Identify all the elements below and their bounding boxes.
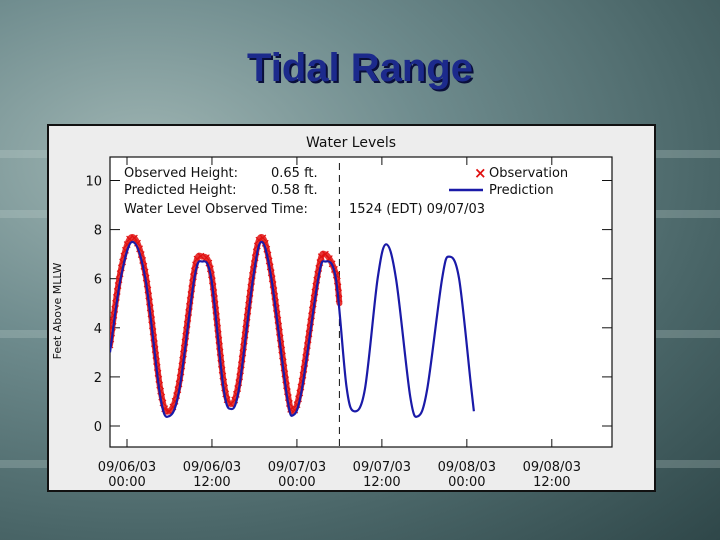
x-tick-time: 00:00 bbox=[108, 475, 145, 490]
x-axis-ticks: 09/06/0300:0009/06/0312:0009/07/0300:000… bbox=[98, 157, 581, 490]
slide-title: Tidal Range bbox=[247, 46, 473, 90]
x-tick-time: 00:00 bbox=[278, 475, 315, 490]
x-tick-date: 09/08/03 bbox=[438, 460, 496, 475]
observed-height-label: Observed Height: bbox=[124, 166, 238, 181]
observation-point bbox=[197, 252, 205, 260]
observed-time-label: Water Level Observed Time: bbox=[124, 202, 308, 217]
observation-point bbox=[202, 254, 210, 262]
y-axis-label: Feet Above MLLW bbox=[51, 263, 64, 360]
legend-prediction-label: Prediction bbox=[489, 183, 554, 198]
observed-time-value: 1524 (EDT) 09/07/03 bbox=[349, 202, 485, 217]
prediction-series-line bbox=[110, 240, 475, 418]
x-tick-date: 09/08/03 bbox=[523, 460, 581, 475]
water-levels-chart: Water Levels Feet Above MLLW Observed He… bbox=[51, 135, 613, 490]
series-layer bbox=[110, 234, 475, 418]
x-tick-time: 00:00 bbox=[448, 475, 485, 490]
predicted-height-value: 0.58 ft. bbox=[271, 183, 318, 198]
observation-point bbox=[130, 234, 138, 242]
x-tick-time: 12:00 bbox=[533, 475, 570, 490]
x-tick-date: 09/06/03 bbox=[183, 460, 241, 475]
y-tick-label: 2 bbox=[94, 371, 102, 386]
chart-frame: Water Levels Feet Above MLLW Observed He… bbox=[47, 124, 656, 492]
y-tick-label: 6 bbox=[94, 273, 102, 288]
observation-point bbox=[317, 253, 325, 261]
y-tick-label: 10 bbox=[85, 175, 102, 190]
observation-point bbox=[259, 234, 267, 242]
predicted-height-label: Predicted Height: bbox=[124, 183, 237, 198]
chart-title: Water Levels bbox=[306, 135, 396, 151]
x-tick-date: 09/07/03 bbox=[268, 460, 326, 475]
y-tick-label: 0 bbox=[94, 420, 102, 435]
plot-area bbox=[109, 156, 613, 448]
legend-observation-label: Observation bbox=[489, 166, 568, 181]
x-tick-date: 09/06/03 bbox=[98, 460, 156, 475]
x-tick-time: 12:00 bbox=[193, 475, 230, 490]
y-tick-label: 8 bbox=[94, 224, 102, 239]
x-tick-time: 12:00 bbox=[363, 475, 400, 490]
x-tick-date: 09/07/03 bbox=[353, 460, 411, 475]
observed-height-value: 0.65 ft. bbox=[271, 166, 318, 181]
y-tick-label: 4 bbox=[94, 322, 102, 337]
legend-observation-marker: × bbox=[474, 164, 487, 182]
y-axis-ticks: 0 2 4 6 8 10 bbox=[85, 175, 612, 435]
